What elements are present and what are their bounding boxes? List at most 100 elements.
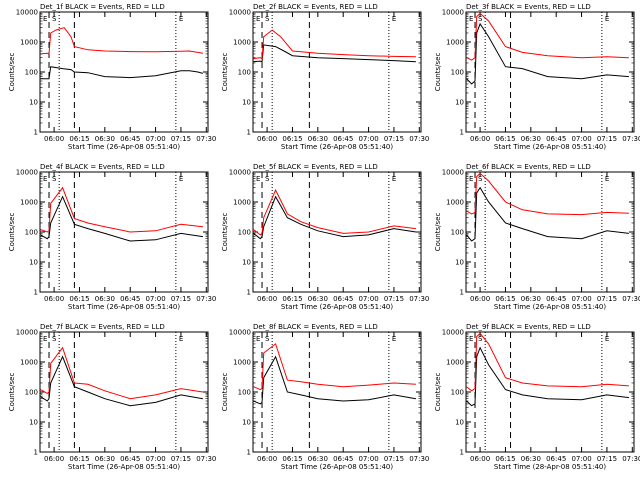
y-tick-label: 100	[25, 229, 38, 237]
y-tick-label: 10000	[442, 9, 464, 17]
chart-title: Det_7f BLACK = Events, RED = LLD	[40, 323, 165, 331]
x-tick-label: 06:30	[521, 455, 541, 463]
series-group	[40, 186, 203, 242]
plot-frame	[465, 171, 635, 293]
lld-series-line	[253, 29, 416, 60]
y-axis-label: Counts/sec	[434, 373, 442, 412]
x-tick-label: 06:15	[282, 295, 302, 303]
events-series-line	[40, 195, 203, 242]
y-tick-label: 10	[455, 419, 464, 427]
detector-chart: Det_3f BLACK = Events, RED = LLD 1 10 100 10…	[434, 3, 640, 151]
y-tick-label: 100	[451, 229, 464, 237]
y-tick-label: 1000	[20, 199, 38, 207]
x-axis-label: Start Time (26-Apr-08 05:51:40)	[281, 463, 393, 471]
detector-chart: Det_1f BLACK = Events, RED = LLD 1 10 100 10…	[8, 3, 216, 151]
x-tick-label: 07:30	[622, 455, 640, 463]
x-tick-label: 07:30	[196, 455, 216, 463]
detector-chart: Det_2f BLACK = Events, RED = LLD 1 10 100 10…	[221, 3, 429, 151]
x-tick-label: 06:45	[546, 455, 566, 463]
y-tick-label: 1	[460, 449, 464, 457]
x-tick-label: 06:15	[69, 455, 89, 463]
y-tick-label: 10	[242, 259, 251, 267]
marker-label: S	[478, 15, 483, 23]
marker-label: E	[43, 175, 47, 183]
x-tick-label: 06:30	[521, 135, 541, 143]
marker-label: S	[52, 175, 57, 183]
detector-panel: Det_6f BLACK = Events, RED = LLD 1 10 100 10…	[426, 160, 640, 320]
marker-label: E	[392, 15, 396, 23]
x-axis-label: Start Time (26-Apr-08 05:51:40)	[281, 303, 393, 311]
chart-title: Det_5f BLACK = Events, RED = LLD	[253, 163, 378, 171]
x-tick-label: 06:00	[44, 135, 64, 143]
y-tick-label: 10000	[16, 329, 38, 337]
marker-label: E	[605, 335, 609, 343]
x-tick-label: 06:00	[44, 455, 64, 463]
events-series-line	[40, 355, 203, 407]
lld-series-line	[253, 343, 416, 391]
detector-panel: Det_8f BLACK = Events, RED = LLD 1 10 100 10…	[213, 320, 429, 480]
x-tick-label: 06:30	[308, 295, 328, 303]
marker-label: S	[478, 335, 483, 343]
y-tick-label: 1000	[233, 39, 251, 47]
detector-chart: Det_8f BLACK = Events, RED = LLD 1 10 100 10…	[221, 323, 429, 471]
marker-label: S	[265, 175, 270, 183]
detector-panel: Det_4f BLACK = Events, RED = LLD 1 10 100 10…	[0, 160, 216, 320]
series-group	[253, 188, 416, 240]
y-tick-label: 1	[34, 449, 38, 457]
y-tick-label: 10000	[16, 9, 38, 17]
series-group	[40, 346, 203, 407]
x-axis-label: Start Time (28-Apr-08 05:51:40)	[494, 463, 606, 471]
x-tick-label: 06:45	[120, 295, 140, 303]
x-tick-label: 07:15	[597, 455, 617, 463]
lld-series-line	[466, 172, 629, 216]
x-tick-label: 07:15	[384, 455, 404, 463]
x-tick-label: 06:00	[257, 455, 277, 463]
chart-title: Det_3f BLACK = Events, RED = LLD	[466, 3, 591, 11]
marker-label: E	[392, 335, 396, 343]
x-tick-label: 06:45	[333, 135, 353, 143]
y-tick-label: 1000	[233, 359, 251, 367]
chart-title: Det_2f BLACK = Events, RED = LLD	[253, 3, 378, 11]
lld-series-line	[466, 12, 629, 61]
x-tick-label: 06:30	[308, 135, 328, 143]
x-tick-label: 06:45	[546, 295, 566, 303]
x-tick-label: 06:15	[495, 135, 515, 143]
detector-chart: Det_9f BLACK = Events, RED = LLD 1 10 100 10…	[434, 323, 640, 471]
series-group	[253, 343, 416, 405]
x-tick-label: 06:15	[69, 135, 89, 143]
y-axis-label: Counts/sec	[434, 213, 442, 252]
y-tick-label: 100	[451, 69, 464, 77]
y-tick-label: 100	[238, 389, 251, 397]
x-tick-label: 06:00	[44, 295, 64, 303]
x-tick-label: 06:00	[470, 455, 490, 463]
y-tick-label: 1000	[20, 39, 38, 47]
x-tick-label: 06:15	[495, 455, 515, 463]
y-tick-label: 1000	[446, 199, 464, 207]
y-axis-label: Counts/sec	[221, 213, 229, 252]
events-series-line	[466, 346, 629, 407]
y-axis-label: Counts/sec	[8, 373, 16, 412]
x-tick-label: 06:30	[521, 295, 541, 303]
y-tick-label: 1	[460, 289, 464, 297]
y-axis-label: Counts/sec	[8, 53, 16, 92]
x-tick-label: 07:00	[358, 295, 378, 303]
detector-panel: Det_1f BLACK = Events, RED = LLD 1 10 100 10…	[0, 0, 216, 160]
chart-title: Det_8f BLACK = Events, RED = LLD	[253, 323, 378, 331]
plot-frame	[465, 11, 635, 133]
y-tick-label: 10	[29, 259, 38, 267]
chart-title: Det_1f BLACK = Events, RED = LLD	[40, 3, 165, 11]
y-tick-label: 10	[242, 419, 251, 427]
x-tick-label: 07:30	[196, 295, 216, 303]
y-tick-label: 1000	[233, 199, 251, 207]
events-series-line	[40, 66, 204, 80]
plot-frame	[252, 331, 422, 453]
y-tick-label: 10000	[16, 169, 38, 177]
lld-series-line	[253, 188, 416, 236]
lld-series-line	[466, 332, 629, 392]
x-tick-label: 07:15	[171, 455, 191, 463]
chart-title: Det_4f BLACK = Events, RED = LLD	[40, 163, 165, 171]
x-tick-label: 06:15	[69, 295, 89, 303]
detector-panel: Det_3f BLACK = Events, RED = LLD 1 10 100 10…	[426, 0, 640, 160]
y-tick-label: 10	[455, 259, 464, 267]
y-tick-label: 10	[242, 99, 251, 107]
